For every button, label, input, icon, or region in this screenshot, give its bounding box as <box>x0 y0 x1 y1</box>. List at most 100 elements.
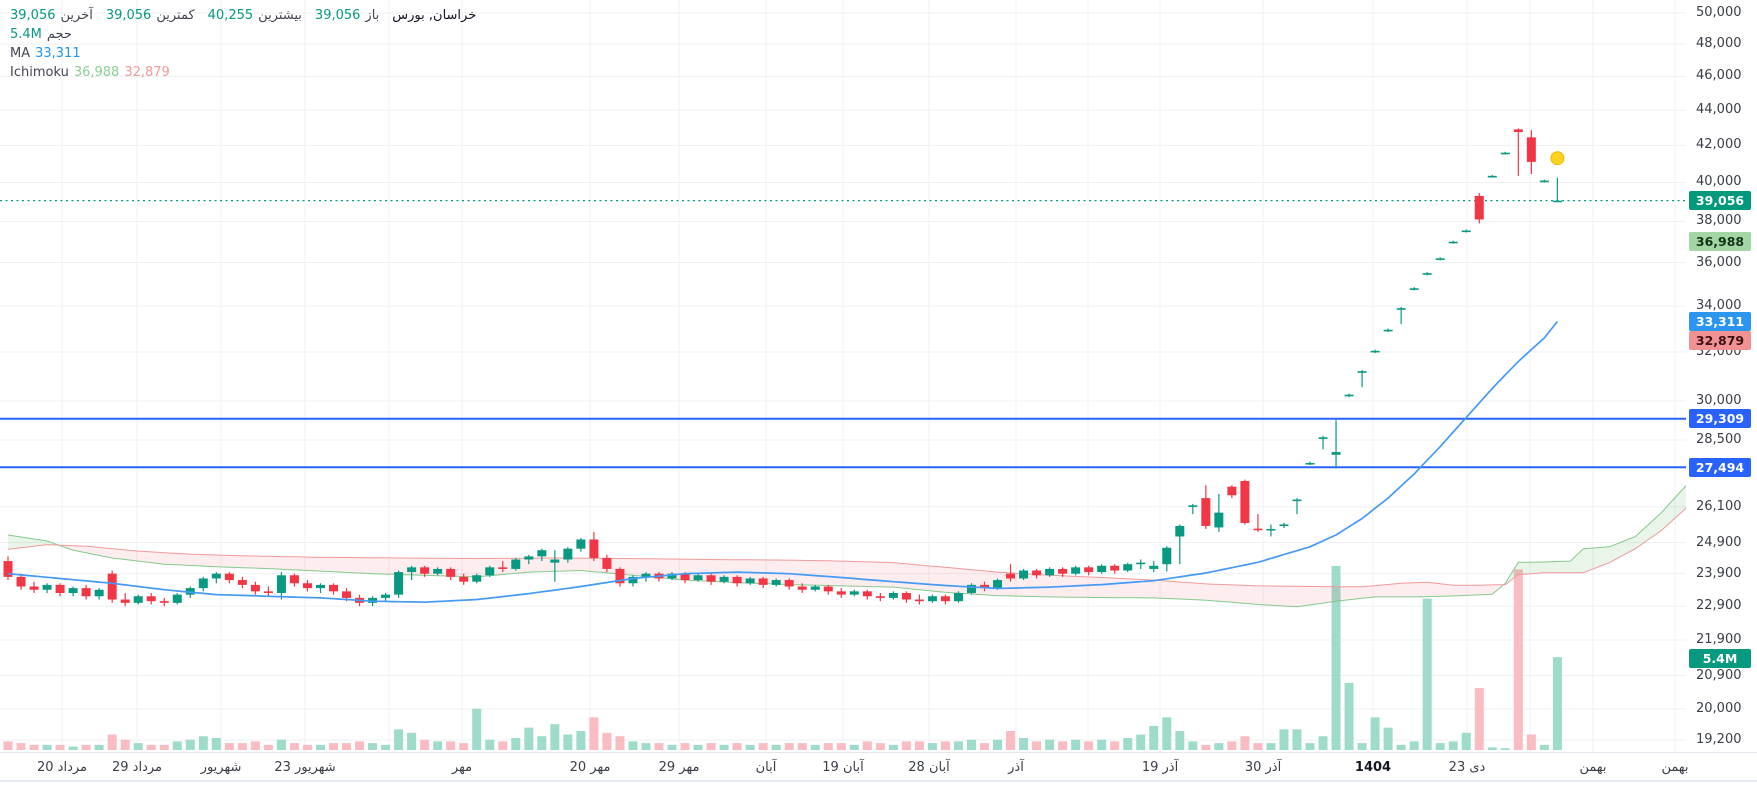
candle-body <box>667 573 677 579</box>
volume-bar <box>94 744 104 750</box>
candle-body <box>1097 565 1107 573</box>
candle-body <box>719 576 729 582</box>
open-field: باز 39,056 <box>315 8 379 23</box>
candle-body <box>1422 273 1432 275</box>
candle-body <box>1149 565 1159 569</box>
volume-bar <box>628 741 638 750</box>
volume-bar <box>1305 743 1315 750</box>
ma-value: 33,311 <box>35 46 81 61</box>
volume-bar <box>602 732 612 750</box>
volume-bar <box>641 743 651 750</box>
candle-body <box>862 591 872 597</box>
candle-body <box>120 599 130 603</box>
time-axis-tick: شهریور <box>200 760 242 775</box>
candle-body <box>172 594 182 603</box>
volume-bar <box>862 741 872 750</box>
volume-bar <box>394 729 404 750</box>
price-axis-tick: 21,900 <box>1696 632 1742 648</box>
candle-body <box>550 559 560 563</box>
price-chart-canvas[interactable]: خراسان, بورس باز 39,056 بیشترین 40,255 ک… <box>0 0 1686 752</box>
volume-bar <box>680 743 690 750</box>
candle-body <box>1331 452 1341 455</box>
candle-body <box>641 573 651 577</box>
candle-body <box>159 601 169 603</box>
candle-body <box>511 559 521 569</box>
candle-body <box>1266 528 1276 531</box>
volume-bar <box>719 744 729 750</box>
volume-bar <box>589 717 599 750</box>
legend-ichimoku-row[interactable]: Ichimoku 36,988 32,879 <box>10 65 170 80</box>
legend-symbol-row[interactable]: خراسان, بورس باز 39,056 بیشترین 40,255 ک… <box>10 8 476 23</box>
volume-label: حجم <box>46 27 72 42</box>
time-axis-tick: 29 مرداد <box>111 760 163 775</box>
last-field: آخرین 39,056 <box>10 8 93 23</box>
ichimoku-cloud-fill <box>1503 485 1686 585</box>
volume-bar <box>1006 731 1016 750</box>
candle-body <box>133 596 143 603</box>
legend-ma-row[interactable]: MA 33,311 <box>10 46 81 61</box>
time-axis[interactable]: 20 مرداد 29 مرداد شهریور 23 شهریور مهر 20 مهر… <box>0 752 1757 790</box>
volume-bar <box>940 741 950 750</box>
volume-bar <box>511 737 521 750</box>
price-axis-tick: 34,000 <box>1696 297 1742 313</box>
volume-bar <box>1279 729 1289 750</box>
candle-body <box>250 584 260 592</box>
ma-value-badge: 33,311 <box>1689 311 1751 331</box>
candle-body <box>459 576 469 582</box>
candle-body <box>107 573 117 600</box>
candle-body <box>146 596 156 602</box>
last-label: آخرین <box>60 8 93 23</box>
volume-bar <box>1461 732 1471 750</box>
volume-bar <box>1149 725 1159 750</box>
high-label: بیشترین <box>258 8 302 23</box>
candle-body <box>563 548 573 560</box>
price-axis[interactable]: 50,000 48,000 46,000 44,000 42,000 40,000 38,0… <box>1686 0 1757 752</box>
candle-body <box>576 539 586 549</box>
volume-bar <box>1201 744 1211 750</box>
volume-bar <box>1084 741 1094 750</box>
candle-body <box>315 584 325 589</box>
time-axis-tick: 19 آذر <box>1141 760 1179 775</box>
time-axis-rule <box>0 780 1757 782</box>
candle-body <box>289 575 299 584</box>
candle-body <box>1006 573 1016 579</box>
candle-body <box>16 576 26 587</box>
candle-body <box>1383 329 1393 332</box>
candle-body <box>993 580 1003 589</box>
ichimoku-a-value: 36,988 <box>73 65 120 80</box>
volume-value-badge: 5.4M <box>1689 648 1751 668</box>
volume-bar <box>1513 569 1523 750</box>
price-axis-tick: 46,000 <box>1696 68 1742 84</box>
candle-body <box>784 580 794 587</box>
volume-bar <box>1214 743 1224 750</box>
candle-body <box>771 580 781 585</box>
volume-bar <box>381 744 391 750</box>
open-value: 39,056 <box>314 8 361 23</box>
volume-bar <box>211 737 221 750</box>
candle-body <box>524 556 534 560</box>
volume-bar <box>563 734 573 750</box>
time-axis-tick: 23 دی <box>1448 760 1486 775</box>
candle-body <box>329 584 338 592</box>
candle-body <box>1357 371 1367 373</box>
price-axis-tick: 48,000 <box>1696 36 1742 51</box>
volume-bar <box>1097 739 1107 750</box>
volume-bar <box>888 744 898 750</box>
price-axis-tick: 19,200 <box>1696 732 1742 747</box>
time-axis-tick: بهمن <box>1579 760 1607 775</box>
price-axis-tick: 23,900 <box>1696 565 1742 581</box>
price-axis-tick: 26,100 <box>1696 498 1742 514</box>
legend-volume-row[interactable]: حجم 5.4M <box>10 27 72 42</box>
volume-bar <box>289 743 299 750</box>
volume-bar <box>797 743 807 750</box>
candle-body <box>1370 350 1380 353</box>
candle-body <box>602 557 612 569</box>
candle-body <box>1474 195 1484 220</box>
candle-body <box>849 591 859 595</box>
candle-body <box>888 592 898 598</box>
candle-body <box>381 594 391 598</box>
high-value: 40,255 <box>207 8 254 23</box>
volume-bar <box>524 727 534 750</box>
volume-bar <box>1357 743 1367 750</box>
volume-bar <box>1123 737 1133 750</box>
